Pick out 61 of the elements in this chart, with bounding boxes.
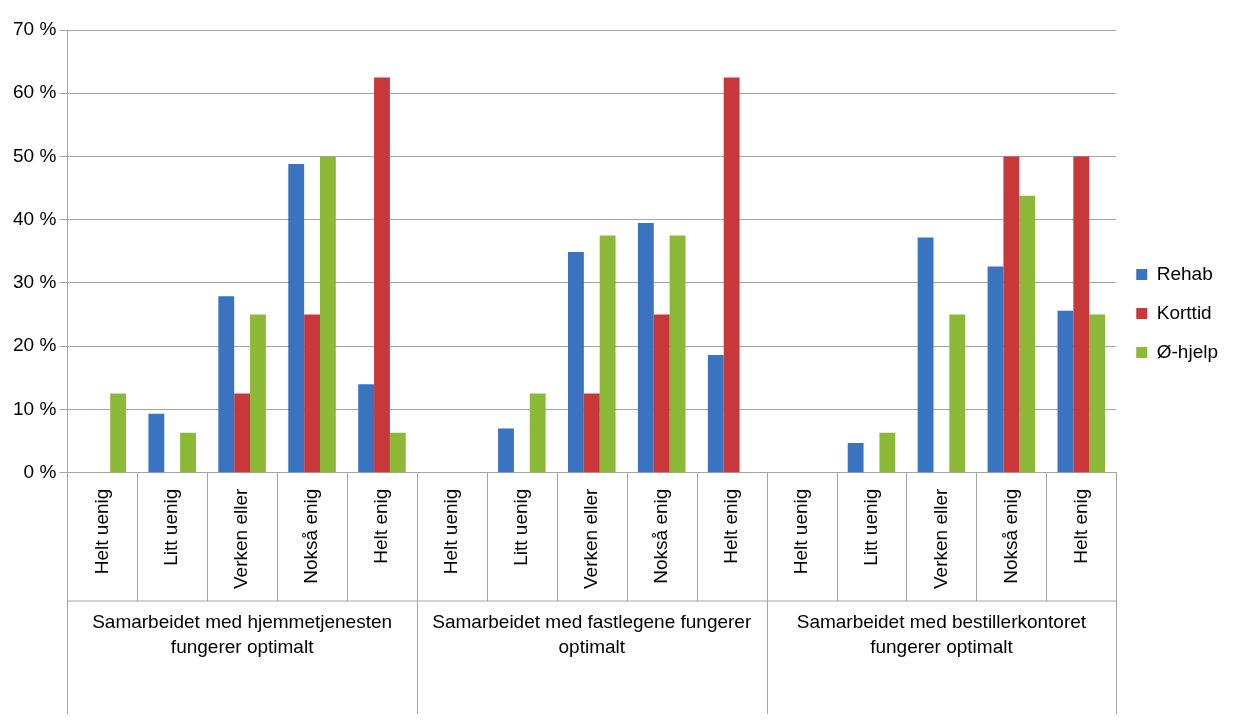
bar bbox=[1057, 310, 1074, 473]
x-tick-label: Helt enig bbox=[719, 488, 741, 564]
x-tick-label: Nokså enig bbox=[300, 488, 322, 584]
bar bbox=[110, 393, 127, 473]
bar bbox=[529, 393, 546, 473]
legend-label: Ø-hjelp bbox=[1156, 340, 1218, 362]
bar bbox=[304, 314, 320, 473]
x-tick-label: Nokså enig bbox=[999, 488, 1021, 584]
bar bbox=[319, 156, 336, 473]
y-tick-label: 20 % bbox=[12, 334, 57, 356]
x-tick-label: Verken eller bbox=[580, 488, 602, 590]
bar bbox=[847, 442, 864, 473]
x-tick-label: Litt uenig bbox=[510, 488, 532, 566]
y-tick-label: 50 % bbox=[12, 144, 57, 166]
text: Samarbeidet med hjemmetjenesten fungerer optimalt bbox=[92, 610, 393, 657]
x-tick-label: Helt uenig bbox=[789, 488, 811, 575]
x-tick-label: Verken eller bbox=[929, 488, 951, 590]
x-tick-label: Verken eller bbox=[230, 488, 252, 590]
bar bbox=[234, 393, 251, 473]
bar bbox=[498, 428, 514, 473]
x-tick-label: Helt enig bbox=[1069, 488, 1091, 564]
bar bbox=[389, 432, 406, 473]
bar bbox=[949, 314, 966, 473]
y-tick-label: 0 % bbox=[23, 460, 57, 482]
bar bbox=[1003, 156, 1020, 473]
bar bbox=[1073, 156, 1090, 473]
bar bbox=[148, 413, 165, 473]
bar bbox=[180, 432, 196, 473]
bar bbox=[879, 432, 896, 473]
bar bbox=[599, 235, 616, 473]
y-tick-label: 70 % bbox=[12, 18, 57, 40]
y-tick-label: 30 % bbox=[12, 271, 57, 293]
bar bbox=[358, 384, 375, 473]
bar bbox=[218, 296, 235, 473]
bar bbox=[288, 164, 305, 473]
bar bbox=[669, 235, 686, 473]
y-tick-label: 10 % bbox=[12, 397, 57, 419]
bar bbox=[653, 314, 670, 473]
bar bbox=[250, 314, 266, 473]
text: Samarbeidet med bestillerkontoret fungerer optimalt bbox=[796, 610, 1087, 657]
bar bbox=[568, 251, 584, 473]
legend-label: Rehab bbox=[1156, 262, 1213, 284]
bar bbox=[987, 266, 1004, 473]
legend-label: Korttid bbox=[1156, 301, 1212, 323]
x-tick-label: Helt uenig bbox=[440, 488, 462, 575]
bar bbox=[723, 77, 740, 473]
x-tick-label: Helt enig bbox=[370, 488, 392, 564]
bar bbox=[637, 222, 654, 473]
bar bbox=[1089, 314, 1106, 473]
x-tick-label: Helt uenig bbox=[90, 488, 112, 575]
bar bbox=[707, 355, 724, 473]
bar bbox=[583, 393, 600, 473]
x-tick-label: Litt uenig bbox=[160, 488, 182, 566]
bar bbox=[1019, 195, 1036, 473]
bar bbox=[917, 237, 934, 473]
text: Samarbeidet med fastlegene fungerer optimalt bbox=[432, 610, 752, 657]
y-tick-label: 40 % bbox=[12, 207, 57, 229]
x-tick-label: Nokså enig bbox=[649, 488, 671, 584]
x-tick-label: Litt uenig bbox=[859, 488, 881, 566]
bar bbox=[374, 77, 390, 473]
y-tick-label: 60 % bbox=[12, 81, 57, 103]
